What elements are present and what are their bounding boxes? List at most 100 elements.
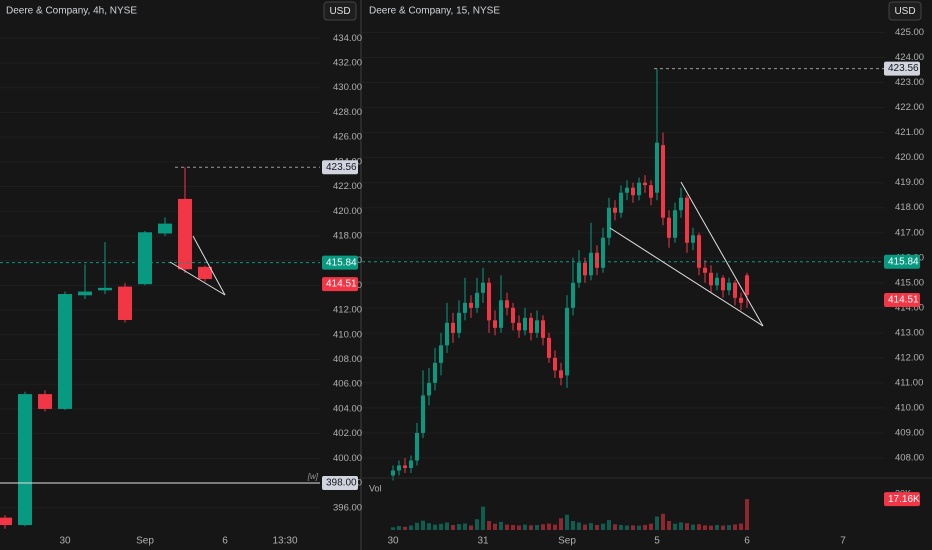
candle-body <box>619 192 623 213</box>
volume-bar <box>523 524 527 530</box>
high-tag: 423.56 <box>888 63 919 74</box>
volume-bar <box>739 523 743 530</box>
candle-body <box>451 322 455 333</box>
candle-body <box>559 370 563 378</box>
volume-bar <box>541 524 545 530</box>
candle-body <box>703 267 707 273</box>
candle-body <box>138 232 152 285</box>
candle-body <box>643 182 647 186</box>
volume-bar <box>535 524 539 530</box>
currency-button <box>888 1 922 21</box>
candle-body <box>487 282 491 321</box>
y-tick-label: 425.00 <box>895 27 924 38</box>
volume-bar <box>439 523 443 530</box>
volume-bar <box>583 524 587 530</box>
volume-bar <box>397 526 401 530</box>
candle-body <box>475 292 479 308</box>
candle-body <box>625 187 629 193</box>
volume-bar <box>487 521 491 530</box>
candle-body <box>463 302 467 313</box>
level-line-tag: [w] <box>307 472 319 481</box>
x-tick-label: 6 <box>222 536 228 547</box>
volume-bar <box>643 524 647 530</box>
candle-body <box>403 465 407 468</box>
candle-body <box>78 291 92 296</box>
volume-bar <box>505 524 509 530</box>
price-line-tag: 415.84 <box>888 256 919 267</box>
y-tick-label: 424.00 <box>895 52 924 63</box>
volume-bar <box>679 522 683 530</box>
candle-body <box>577 262 581 283</box>
volume-bar <box>475 519 479 530</box>
high-tag-bg <box>322 160 358 175</box>
volume-bar <box>685 523 689 530</box>
candle-body <box>529 317 533 333</box>
volume-bar <box>721 525 725 530</box>
candle-body <box>511 307 515 323</box>
y-tick-label: 411.00 <box>895 377 923 388</box>
candle-body <box>505 300 509 308</box>
volume-bar <box>415 522 419 530</box>
candle-body <box>427 382 431 396</box>
candle-body <box>655 142 659 193</box>
trend-line <box>192 235 226 296</box>
candle-body <box>685 197 689 243</box>
candle-body <box>445 322 449 346</box>
y-tick-label: 422.00 <box>895 102 924 113</box>
candle-body <box>697 235 701 268</box>
y-tick-label: 412.00 <box>895 352 924 363</box>
price-line-tag-bg <box>322 255 358 270</box>
x-tick-label: Sep <box>136 536 154 547</box>
y-tick-label: 423.00 <box>895 77 924 88</box>
volume-bar <box>715 524 719 530</box>
volume-bar <box>553 524 557 530</box>
y-tick-label: 396.00 <box>333 502 362 513</box>
candle-body <box>457 312 461 333</box>
candle-body <box>98 287 112 291</box>
candle-body <box>535 320 539 333</box>
volume-bar <box>745 499 749 530</box>
volume-bar <box>445 522 449 530</box>
candle-body <box>589 252 593 276</box>
volume-tag: 17.16K <box>888 494 920 505</box>
y-tick-label: 428.00 <box>333 107 362 118</box>
y-tick-label: 404.00 <box>333 403 362 414</box>
candle-body <box>715 277 719 286</box>
candle-body <box>38 394 52 409</box>
volume-bar <box>451 524 455 530</box>
candle-body <box>541 320 545 338</box>
candle-body <box>481 282 485 293</box>
last-price-tag: 414.51 <box>888 295 919 306</box>
price-line-tag: 415.84 <box>326 257 357 268</box>
level-tag-bg <box>322 476 358 491</box>
y-tick-label: 402.00 <box>333 428 362 439</box>
high-tag-bg <box>884 61 920 76</box>
last-price-tag-bg <box>322 277 358 292</box>
volume-bar <box>733 524 737 530</box>
volume-bar <box>565 514 569 530</box>
candle-body <box>691 235 695 243</box>
candle-body <box>745 275 749 296</box>
x-tick-label: 5 <box>654 536 660 547</box>
candle-body <box>733 282 737 298</box>
volume-bar <box>655 516 659 530</box>
y-tick-label: 400.00 <box>333 453 362 464</box>
candle-body <box>649 185 653 198</box>
volume-bar <box>481 506 485 530</box>
volume-bar <box>667 521 671 530</box>
volume-bar <box>595 524 599 530</box>
volume-bar <box>607 520 611 530</box>
volume-bar <box>697 524 701 530</box>
candle-body <box>661 145 665 218</box>
candle-body <box>523 317 527 331</box>
trend-line <box>609 227 764 327</box>
volume-bar <box>409 525 413 530</box>
candle-body <box>583 262 587 276</box>
y-tick-label: 420.00 <box>895 152 924 163</box>
volume-bar <box>703 525 707 530</box>
candle-body <box>178 198 192 270</box>
volume-bar <box>661 513 665 530</box>
candle-body <box>721 277 725 291</box>
volume-bar <box>403 526 407 530</box>
y-tick-label: 418.00 <box>895 202 924 213</box>
